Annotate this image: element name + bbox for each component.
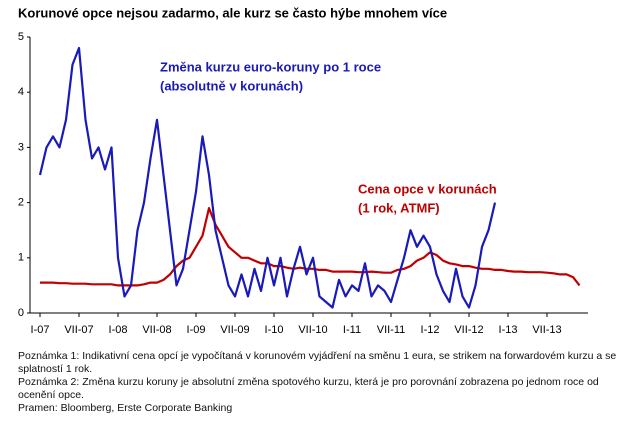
x-tick-label: VII-11 [377, 324, 406, 336]
series-line [38, 46, 497, 309]
x-tick-label: VII-08 [142, 324, 171, 336]
y-tick-label: 5 [18, 31, 24, 43]
y-tick-label: 4 [18, 86, 24, 98]
note: Poznámka 1: Indikativní cena opcí je vyp… [18, 350, 617, 375]
chart: Korunové opce nejsou zadarmo, ale kurz s… [18, 5, 588, 336]
x-tick-label: I-08 [109, 324, 128, 336]
x-tick-label: I-07 [31, 324, 50, 336]
chart-title: Korunové opce nejsou zadarmo, ale kurz s… [18, 5, 447, 20]
x-tick-label: I-09 [187, 324, 206, 336]
x-tick-label: VII-12 [454, 324, 483, 336]
y-tick-label: 1 [18, 252, 24, 264]
note: Pramen: Bloomberg, Erste Corporate Banki… [18, 402, 233, 414]
y-tick-label: 3 [18, 141, 24, 153]
annotation: (absolutně v korunách) [160, 78, 303, 93]
x-tick-label: VII-10 [298, 324, 327, 336]
x-tick-label: VII-13 [532, 324, 561, 336]
y-tick-label: 2 [18, 197, 24, 209]
x-tick-label: VII-07 [64, 324, 93, 336]
annotation: Cena opce v korunách [358, 181, 497, 196]
y-tick-label: 0 [18, 307, 24, 319]
x-tick-label: I-12 [421, 324, 440, 336]
x-tick-label: I-13 [499, 324, 518, 336]
x-tick-label: I-11 [343, 324, 361, 336]
x-tick-label: I-10 [265, 324, 284, 336]
annotation: Změna kurzu euro-koruny po 1 roce [160, 59, 381, 74]
x-tick-label: VII-09 [220, 324, 249, 336]
notes: Poznámka 1: Indikativní cena opcí je vyp… [18, 350, 618, 415]
annotation: (1 rok, ATMF) [358, 200, 440, 215]
note: Poznámka 2: Změna kurzu koruny je absolu… [18, 376, 599, 401]
